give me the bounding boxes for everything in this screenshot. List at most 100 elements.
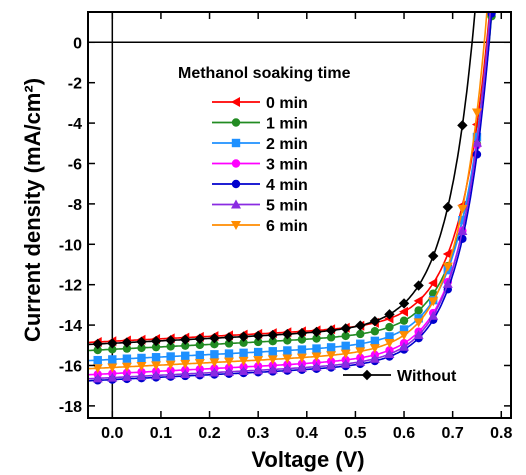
data-point — [413, 329, 424, 339]
series-2-min — [88, 12, 492, 365]
data-point — [341, 341, 350, 351]
data-point — [181, 351, 190, 360]
legend-label: 6 min — [266, 218, 308, 235]
data-point — [239, 338, 248, 347]
data-point — [122, 344, 132, 353]
data-point — [209, 332, 220, 344]
data-point — [267, 355, 278, 365]
data-point — [428, 297, 439, 307]
legend-marker — [231, 179, 241, 189]
y-tick-label: -14 — [59, 318, 82, 335]
data-point — [121, 362, 132, 372]
data-point — [107, 363, 118, 373]
data-point — [151, 353, 161, 362]
y-axis-title: Current density (mA/cm²) — [20, 78, 45, 342]
data-point — [296, 327, 308, 339]
data-point — [224, 366, 234, 376]
legend-label: 5 min — [266, 198, 308, 215]
data-point — [137, 353, 146, 363]
legend-marker — [361, 369, 373, 381]
data-point — [151, 342, 161, 352]
data-point — [253, 347, 263, 357]
data-point — [399, 306, 409, 317]
data-point — [442, 278, 453, 288]
x-tick-label: 0.0 — [101, 425, 123, 442]
data-point — [92, 373, 103, 383]
series-5-min — [88, 12, 492, 383]
data-point — [385, 332, 394, 341]
data-point — [282, 328, 293, 340]
data-point — [224, 339, 234, 348]
data-point — [312, 334, 321, 343]
data-point — [108, 355, 117, 364]
data-point — [356, 329, 365, 339]
data-point — [384, 309, 395, 320]
data-point — [340, 323, 351, 334]
data-point — [355, 347, 366, 357]
data-point — [370, 327, 380, 336]
x-tick-label: 0.4 — [296, 425, 318, 442]
data-point — [151, 361, 162, 371]
data-point — [151, 370, 162, 380]
data-point — [239, 348, 248, 358]
data-point — [340, 358, 351, 368]
data-point — [209, 367, 220, 377]
data-point — [340, 349, 351, 359]
data-point — [122, 354, 132, 363]
data-point — [268, 347, 277, 356]
legend-label: 3 min — [266, 157, 308, 174]
legend-label: 1 min — [266, 116, 308, 133]
data-point — [93, 345, 102, 355]
data-point — [238, 366, 249, 376]
data-point — [398, 298, 410, 309]
data-point — [252, 330, 264, 342]
data-point — [442, 262, 453, 272]
data-point — [326, 333, 336, 342]
data-point — [399, 341, 410, 351]
x-tick-label: 0.8 — [490, 425, 512, 442]
data-point — [296, 353, 307, 363]
data-point — [209, 358, 220, 368]
data-point — [136, 371, 147, 381]
legend-marker — [231, 97, 240, 107]
legend-marker — [231, 138, 241, 148]
data-point — [92, 338, 103, 350]
data-point — [457, 204, 468, 214]
legend: Methanol soaking time 0 min 1 min 2 min 3 m… — [178, 65, 457, 385]
data-point — [93, 355, 102, 365]
data-point — [471, 137, 482, 147]
data-point — [428, 250, 439, 262]
x-tick-label: 0.2 — [198, 425, 220, 442]
data-point — [238, 331, 249, 342]
axes-layer: 0.0 0.1 0.2 0.3 0.4 0.5 0.6 0.7 0.8 0 -2 -4 -6 -8 -10 -… — [59, 11, 512, 442]
y-tick-label: -6 — [68, 156, 82, 173]
data-point — [355, 320, 366, 331]
x-axis-title: Voltage (V) — [251, 447, 364, 472]
data-point — [458, 216, 467, 225]
data-point — [224, 357, 234, 367]
data-point — [311, 352, 322, 362]
legend-item-without: Without — [343, 368, 457, 385]
legend-item-2-min: 2 min — [212, 136, 308, 153]
data-point — [384, 349, 395, 359]
data-point — [472, 150, 482, 159]
y-tick-label: -16 — [59, 358, 82, 375]
legend-marker — [231, 221, 241, 230]
y-tick-label: -12 — [59, 278, 82, 295]
y-tick-label: 0 — [73, 35, 82, 52]
data-point — [282, 354, 293, 364]
data-point — [180, 359, 191, 369]
data-point — [370, 336, 380, 346]
data-point — [297, 345, 307, 354]
data-point — [253, 356, 264, 366]
data-point — [442, 201, 453, 213]
x-tick-label: 0.7 — [442, 425, 464, 442]
data-point — [311, 361, 322, 371]
data-point — [428, 310, 439, 320]
data-point — [194, 333, 206, 345]
data-point — [238, 356, 249, 366]
data-point — [121, 337, 133, 348]
data-point — [210, 350, 219, 359]
y-tick-label: -10 — [59, 237, 82, 254]
y-tick-label: -2 — [68, 76, 82, 93]
